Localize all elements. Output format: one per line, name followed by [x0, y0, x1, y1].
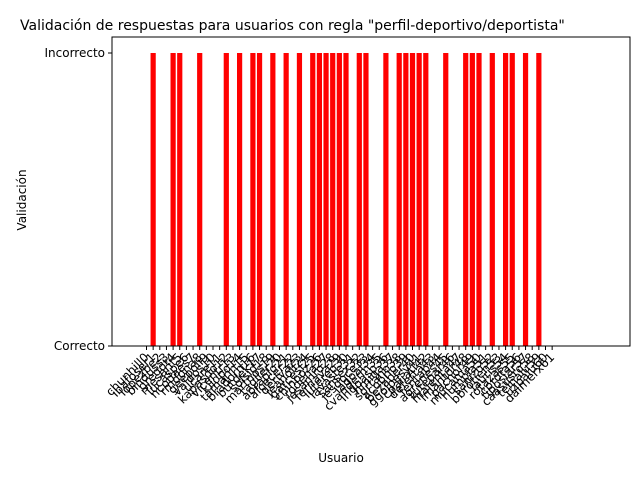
bar	[323, 53, 329, 346]
bar	[237, 53, 243, 346]
bar	[150, 53, 156, 346]
bar	[443, 53, 449, 346]
bar	[363, 53, 369, 346]
bar	[356, 53, 362, 346]
bar	[256, 53, 263, 346]
bar	[197, 53, 203, 346]
bar	[416, 53, 422, 346]
bar	[509, 53, 515, 346]
bar	[223, 53, 229, 346]
bar	[536, 53, 542, 346]
bar	[296, 53, 303, 346]
bar	[177, 53, 183, 346]
bar	[423, 53, 429, 346]
bar	[383, 53, 389, 346]
bar-group	[150, 53, 542, 346]
bar	[463, 53, 469, 346]
bar	[396, 53, 402, 346]
bar	[170, 53, 176, 346]
plot-frame	[111, 36, 631, 347]
bar	[522, 53, 529, 346]
bar	[336, 53, 342, 346]
chart-title: Validación de respuestas para usuarios c…	[20, 18, 565, 34]
bar	[316, 53, 322, 346]
bar	[330, 53, 336, 346]
bar	[310, 53, 316, 346]
bar	[343, 53, 349, 346]
bar	[489, 53, 495, 346]
bar	[409, 53, 416, 346]
bar	[250, 53, 256, 346]
y-axis-label: Validación	[15, 169, 29, 230]
y-tick-group: Correcto Incorrecto	[44, 46, 112, 353]
x-axis-label: Usuario	[318, 451, 364, 465]
bar	[270, 53, 276, 346]
y-tick-label: Correcto	[54, 339, 105, 353]
bar	[503, 53, 509, 346]
bar	[283, 53, 289, 346]
bar	[403, 53, 409, 346]
bar	[476, 53, 482, 346]
bar	[469, 53, 475, 346]
y-tick-label: Incorrecto	[44, 46, 105, 60]
x-tick-group: chunhill0ibafoser1lopezbe2binduss3gregot…	[103, 346, 557, 413]
